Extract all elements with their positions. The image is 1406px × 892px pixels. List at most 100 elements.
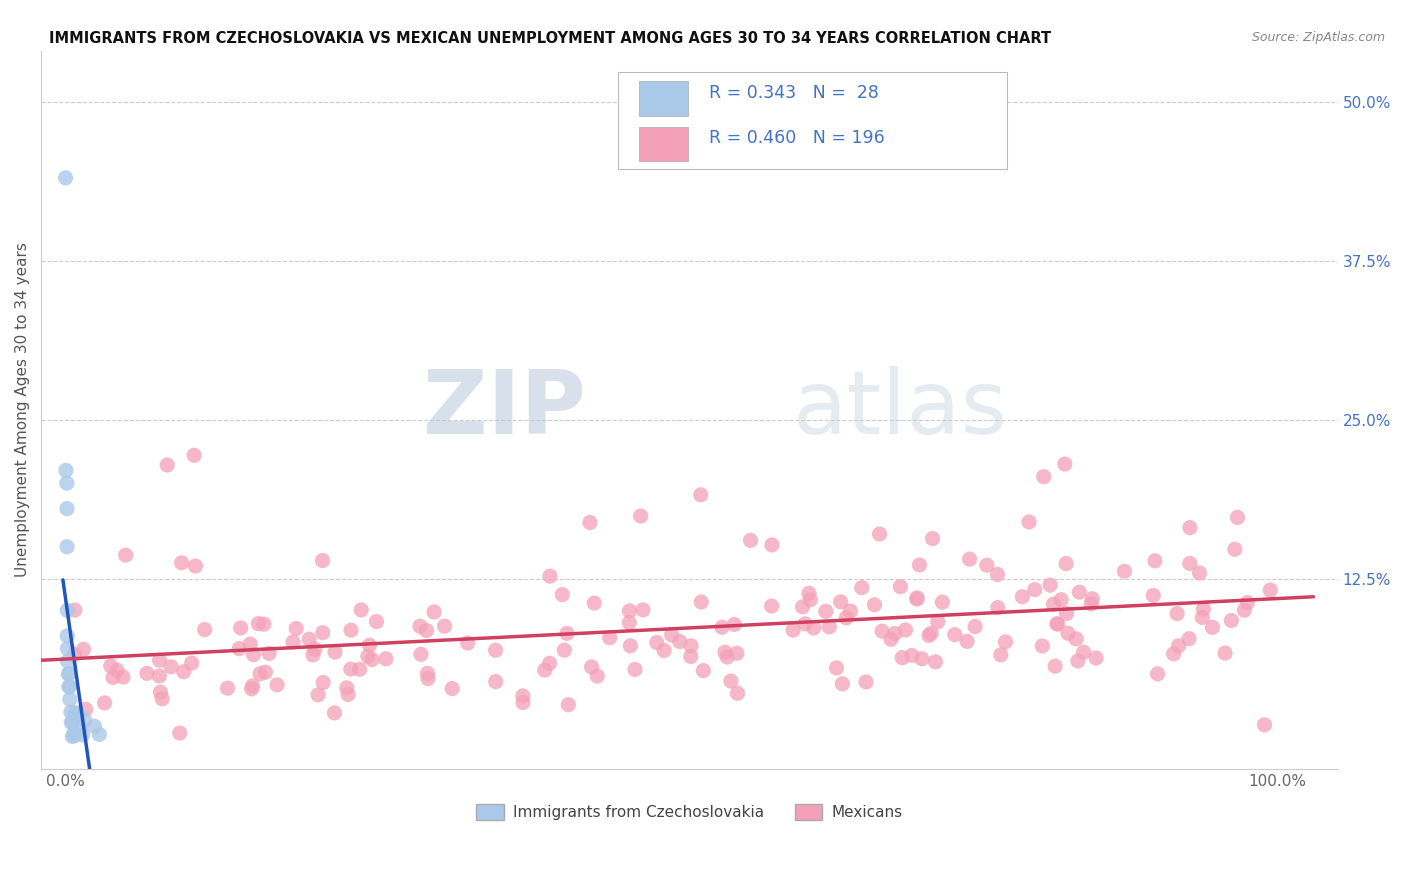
Point xyxy=(416,672,439,686)
Point xyxy=(1146,666,1168,681)
Point xyxy=(956,634,979,648)
Point xyxy=(63,729,86,743)
Point xyxy=(56,654,79,668)
Point xyxy=(1258,583,1281,598)
Point xyxy=(239,637,262,651)
Text: R = 0.460   N = 196: R = 0.460 N = 196 xyxy=(709,129,884,147)
Point xyxy=(361,652,384,666)
Point xyxy=(927,615,949,629)
Point xyxy=(242,679,264,693)
Point xyxy=(835,611,858,625)
Point xyxy=(538,657,561,671)
Point xyxy=(485,674,508,689)
Point xyxy=(56,603,79,617)
Point xyxy=(1042,597,1064,611)
Point xyxy=(851,581,873,595)
Point xyxy=(630,508,652,523)
Point xyxy=(583,596,606,610)
Point xyxy=(692,664,714,678)
Point xyxy=(1166,607,1188,621)
Point xyxy=(484,643,506,657)
Point xyxy=(905,592,928,607)
Point xyxy=(312,625,335,640)
Point xyxy=(149,685,172,699)
Text: IMMIGRANTS FROM CZECHOSLOVAKIA VS MEXICAN UNEMPLOYMENT AMONG AGES 30 TO 34 YEARS: IMMIGRANTS FROM CZECHOSLOVAKIA VS MEXICA… xyxy=(49,31,1052,46)
Point xyxy=(557,698,579,712)
Point xyxy=(1011,590,1033,604)
Point xyxy=(918,628,941,642)
Point xyxy=(184,559,207,574)
Point xyxy=(183,448,205,462)
Point xyxy=(555,626,578,640)
Point xyxy=(136,666,159,681)
Point xyxy=(83,719,105,733)
Point xyxy=(690,595,713,609)
Point xyxy=(323,645,346,659)
Point xyxy=(1085,651,1108,665)
FancyBboxPatch shape xyxy=(638,81,688,116)
Point xyxy=(839,604,862,618)
Point xyxy=(645,635,668,649)
Point xyxy=(285,622,308,636)
Point xyxy=(298,632,321,647)
Point xyxy=(908,558,931,572)
Point xyxy=(228,641,250,656)
Point xyxy=(1178,557,1201,571)
Point xyxy=(863,598,886,612)
Point xyxy=(62,714,84,729)
Point xyxy=(240,681,263,696)
Point xyxy=(323,706,346,720)
Point xyxy=(1073,645,1095,659)
Point xyxy=(100,659,122,673)
Point xyxy=(59,680,82,694)
Point xyxy=(63,726,86,740)
Point xyxy=(423,605,446,619)
Point xyxy=(357,649,380,664)
Point xyxy=(242,648,264,662)
Point xyxy=(63,603,86,617)
Point xyxy=(905,591,928,605)
Point xyxy=(994,635,1017,649)
Point xyxy=(56,629,79,643)
Point xyxy=(339,662,361,676)
Point xyxy=(668,634,690,648)
Point xyxy=(512,696,534,710)
Point xyxy=(58,680,80,694)
Point xyxy=(257,646,280,660)
Point xyxy=(740,533,762,548)
Point xyxy=(943,627,966,641)
Point xyxy=(624,663,647,677)
Point xyxy=(1114,564,1136,578)
Point xyxy=(93,696,115,710)
Point xyxy=(1053,457,1076,471)
Point xyxy=(194,623,217,637)
Point xyxy=(350,603,373,617)
FancyBboxPatch shape xyxy=(619,72,1007,169)
Point xyxy=(619,639,641,653)
Point xyxy=(112,670,135,684)
Point xyxy=(761,599,783,613)
Text: Source: ZipAtlas.com: Source: ZipAtlas.com xyxy=(1251,31,1385,45)
Point xyxy=(266,678,288,692)
Point xyxy=(723,617,745,632)
Point xyxy=(307,688,329,702)
Point xyxy=(160,660,183,674)
Point xyxy=(66,706,89,720)
Point xyxy=(73,713,96,727)
Point xyxy=(1253,718,1275,732)
Point xyxy=(1031,639,1053,653)
Point xyxy=(1223,542,1246,557)
Point xyxy=(1046,616,1069,631)
Point xyxy=(1178,521,1201,535)
Point xyxy=(1056,607,1078,621)
Point xyxy=(1188,566,1211,580)
Point xyxy=(797,586,820,600)
Point xyxy=(818,620,841,634)
Point xyxy=(247,616,270,631)
Point xyxy=(825,661,848,675)
Point xyxy=(114,548,136,562)
Point xyxy=(1024,582,1046,597)
Point xyxy=(1064,632,1087,646)
Point xyxy=(1226,510,1249,524)
Point xyxy=(1032,469,1054,483)
